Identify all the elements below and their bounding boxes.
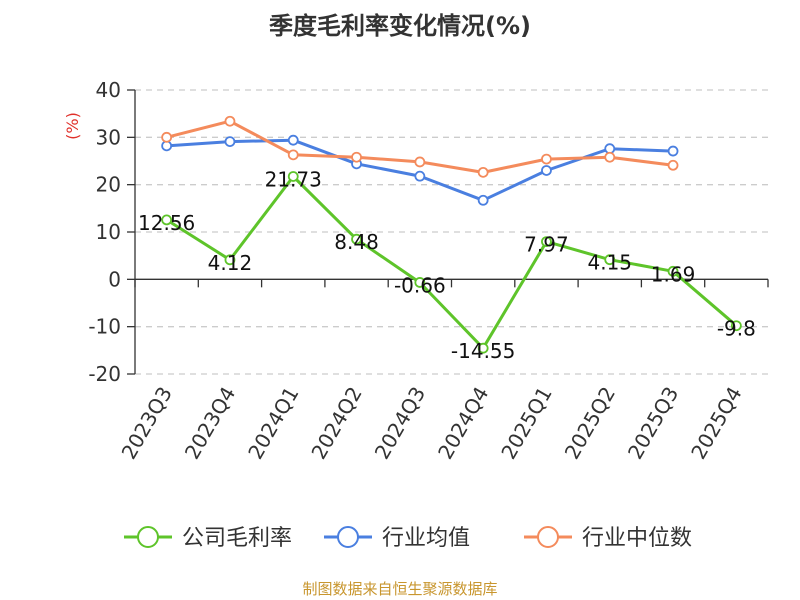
x-tick-label: 2025Q3 xyxy=(623,383,683,464)
x-tick-label: 2024Q2 xyxy=(306,383,366,464)
data-point[interactable] xyxy=(477,194,489,206)
y-ticks: -20 -10 0 10 20 30 40 xyxy=(88,78,135,386)
data-point[interactable] xyxy=(667,145,679,157)
legend-item-0[interactable]: 公司毛利率 xyxy=(124,526,292,551)
data-label: -0.66 xyxy=(394,273,446,297)
data-point[interactable] xyxy=(224,115,236,127)
data-label: 8.48 xyxy=(334,230,379,254)
data-point[interactable] xyxy=(604,254,616,266)
y-tick-label: 0 xyxy=(108,267,121,291)
x-tick-label: 2025Q2 xyxy=(560,383,620,464)
legend-item-2[interactable]: 行业中位数 xyxy=(524,526,692,551)
y-tick-label: 30 xyxy=(96,125,121,149)
data-point[interactable] xyxy=(287,149,299,161)
data-point[interactable] xyxy=(730,320,742,332)
legend-swatch-marker xyxy=(137,526,159,548)
data-label: 12.56 xyxy=(138,211,195,235)
data-point[interactable] xyxy=(414,277,426,288)
x-tick-label: 2024Q4 xyxy=(433,383,493,464)
data-point[interactable] xyxy=(287,134,299,146)
data-point[interactable] xyxy=(161,214,173,226)
series-line-1 xyxy=(166,138,674,202)
x-tick-label: 2024Q1 xyxy=(243,383,303,464)
x-tick-label: 2025Q1 xyxy=(496,383,556,464)
data-label: -14.55 xyxy=(451,339,515,363)
y-tick-label: 20 xyxy=(96,173,121,197)
x-tick-label: 2025Q4 xyxy=(686,383,746,464)
data-point[interactable] xyxy=(224,136,236,147)
y-tick-label: -20 xyxy=(88,362,121,386)
data-point[interactable] xyxy=(224,254,236,266)
y-tick-label: 40 xyxy=(96,78,121,102)
data-label: -9.8 xyxy=(717,317,756,341)
data-point[interactable] xyxy=(541,153,552,165)
grid-lines xyxy=(135,89,768,375)
data-point[interactable] xyxy=(414,156,426,168)
data-label: 1.69 xyxy=(651,262,696,286)
data-point[interactable] xyxy=(414,170,426,182)
data-point[interactable] xyxy=(477,342,489,354)
y-axis-label: (%) xyxy=(63,112,82,140)
chart-title: 季度毛利率变化情况(%) xyxy=(269,12,531,40)
data-point[interactable] xyxy=(667,265,679,277)
data-point[interactable] xyxy=(541,236,552,248)
y-tick-label: -10 xyxy=(88,315,121,339)
data-label: 4.12 xyxy=(208,251,253,275)
legend-swatch-marker xyxy=(537,526,559,548)
data-point[interactable] xyxy=(477,166,489,178)
data-label: 7.97 xyxy=(524,233,569,257)
x-tick-label: 2023Q3 xyxy=(117,383,177,464)
data-point[interactable] xyxy=(667,159,679,171)
data-point[interactable] xyxy=(287,171,299,182)
legend[interactable]: 公司毛利率 行业均值 行业中位数 xyxy=(124,526,692,551)
x-tick-label: 2024Q3 xyxy=(370,383,430,464)
axes xyxy=(134,90,768,374)
legend-swatch-marker xyxy=(337,526,359,548)
legend-item-1[interactable]: 行业均值 xyxy=(324,526,470,551)
legend-label: 公司毛利率 xyxy=(182,526,292,551)
data-point[interactable] xyxy=(604,151,616,163)
source-note: 制图数据来自恒生聚源数据库 xyxy=(302,580,497,598)
data-point[interactable] xyxy=(161,131,173,143)
data-point[interactable] xyxy=(541,165,552,176)
series-line-0 xyxy=(165,175,738,350)
series-group xyxy=(161,115,742,354)
legend-label: 行业均值 xyxy=(382,526,470,551)
legend-label: 行业中位数 xyxy=(582,526,692,551)
data-point[interactable] xyxy=(351,151,362,163)
data-labels: 12.56 4.12 21.73 8.48 -0.66 -14.55 7.97 4.15 1.6… xyxy=(138,167,756,363)
data-label: 4.15 xyxy=(587,251,632,275)
x-tick-label: 2023Q4 xyxy=(180,383,240,464)
data-point[interactable] xyxy=(351,233,362,245)
data-label: 21.73 xyxy=(265,167,322,191)
y-tick-label: 10 xyxy=(96,220,121,244)
